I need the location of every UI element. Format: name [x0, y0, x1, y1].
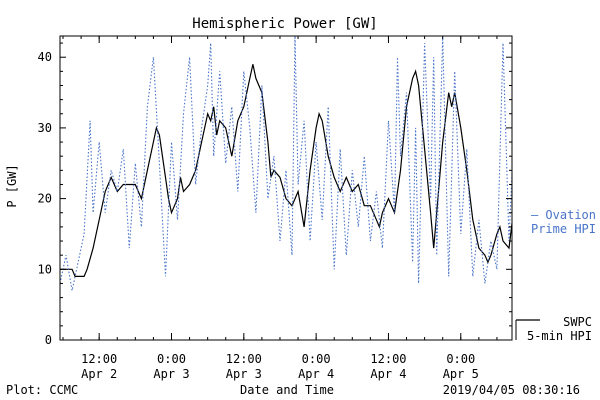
y-tick-label: 20: [38, 192, 52, 206]
y-tick-label: 30: [38, 121, 52, 135]
x-tick-label-date: Apr 2: [81, 367, 117, 381]
legend-swpc-label-1: SWPC: [563, 315, 592, 329]
legend-swpc-label-2: 5-min HPI: [527, 329, 592, 343]
plot-credit: Plot: CCMC: [6, 383, 78, 397]
x-tick-label-date: Apr 3: [226, 367, 262, 381]
x-axis-label: Date and Time: [240, 383, 334, 397]
x-tick-label-date: Apr 4: [370, 367, 406, 381]
x-tick-label-date: Apr 3: [153, 367, 189, 381]
x-tick-label-time: 0:00: [446, 352, 475, 366]
plot-frame: [59, 35, 513, 341]
y-tick-label: 0: [45, 333, 52, 347]
y-ticks: 0 10 20 30 40: [38, 42, 512, 347]
timestamp: 2019/04/05 08:30:16: [443, 383, 580, 397]
series-layer: [60, 36, 512, 291]
x-tick-label-time: 12:00: [370, 352, 406, 366]
x-tick-label-time: 0:00: [302, 352, 331, 366]
ovation-prime-series-line: [60, 36, 512, 291]
legend-ovation-label-1: — Ovation: [531, 208, 596, 222]
x-tick-label-time: 12:00: [226, 352, 262, 366]
y-axis-label: P [GW]: [5, 164, 19, 207]
x-tick-label-date: Apr 4: [298, 367, 334, 381]
swpc-hpi-series-line: [60, 64, 512, 277]
legend-ovation-label-2: Prime HPI: [531, 222, 596, 236]
x-tick-label-time: 12:00: [81, 352, 117, 366]
x-tick-label-time: 0:00: [157, 352, 186, 366]
plot-area: [60, 36, 512, 291]
y-tick-label: 40: [38, 50, 52, 64]
y-tick-label: 10: [38, 262, 52, 276]
x-tick-label-date: Apr 5: [443, 367, 479, 381]
chart-title: Hemispheric Power [GW]: [192, 16, 377, 32]
